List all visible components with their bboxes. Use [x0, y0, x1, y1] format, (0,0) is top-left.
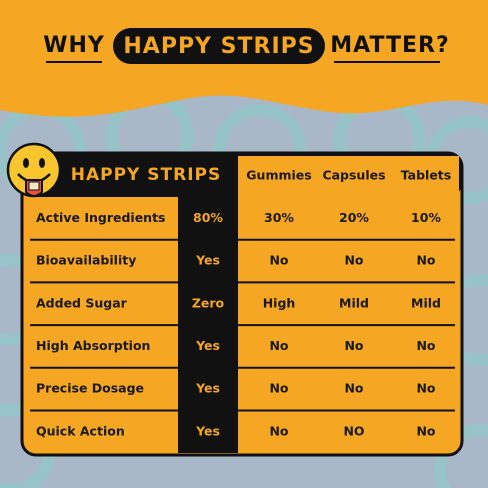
- row-label: Bioavailability: [36, 253, 136, 268]
- cell-value: 20%: [339, 210, 369, 225]
- title-why: WHY: [43, 33, 105, 58]
- cell-value: High: [263, 295, 296, 310]
- cell-value: Yes: [195, 381, 220, 396]
- smiley: [6, 142, 62, 198]
- title-matter: MATTER?: [330, 33, 449, 58]
- table: HAPPY STRIPS Gummies Capsules Tablets Active…: [30, 165, 455, 438]
- cell-value: 10%: [411, 210, 441, 225]
- cell-value: No: [344, 253, 363, 268]
- column-header: Capsules: [322, 168, 385, 183]
- cell-value: No: [269, 381, 288, 396]
- column-header: Tablets: [401, 168, 451, 183]
- row-label: High Absorption: [36, 338, 150, 353]
- row-label: Precise Dosage: [36, 381, 144, 396]
- cell-value: No: [416, 381, 435, 396]
- column-header: HAPPY STRIPS: [71, 165, 222, 185]
- cell-value: Yes: [195, 423, 220, 438]
- brand-pill: [113, 28, 325, 64]
- cell-value: 80%: [193, 210, 223, 225]
- cell-value: Zero: [192, 295, 225, 310]
- cell-value: No: [269, 338, 288, 353]
- cell-value: Mild: [339, 295, 369, 310]
- column-header: Gummies: [246, 168, 311, 183]
- highlight-column: [178, 195, 238, 453]
- cell-value: Yes: [195, 253, 220, 268]
- cell-value: No: [416, 338, 435, 353]
- cell-value: No: [416, 423, 435, 438]
- cell-value: No: [269, 423, 288, 438]
- cell-value: Mild: [411, 295, 441, 310]
- cell-value: No: [344, 381, 363, 396]
- row-label: Added Sugar: [36, 295, 128, 310]
- cell-value: Yes: [195, 338, 220, 353]
- cell-value: 30%: [264, 210, 294, 225]
- header-bg: [238, 156, 459, 197]
- title-brand: HAPPY STRIPS: [123, 34, 314, 59]
- cell-value: NO: [343, 423, 364, 438]
- row-label: Active Ingredients: [36, 210, 166, 225]
- cell-value: No: [269, 253, 288, 268]
- cell-value: No: [416, 253, 435, 268]
- row-label: Quick Action: [36, 423, 125, 438]
- cell-value: No: [344, 338, 363, 353]
